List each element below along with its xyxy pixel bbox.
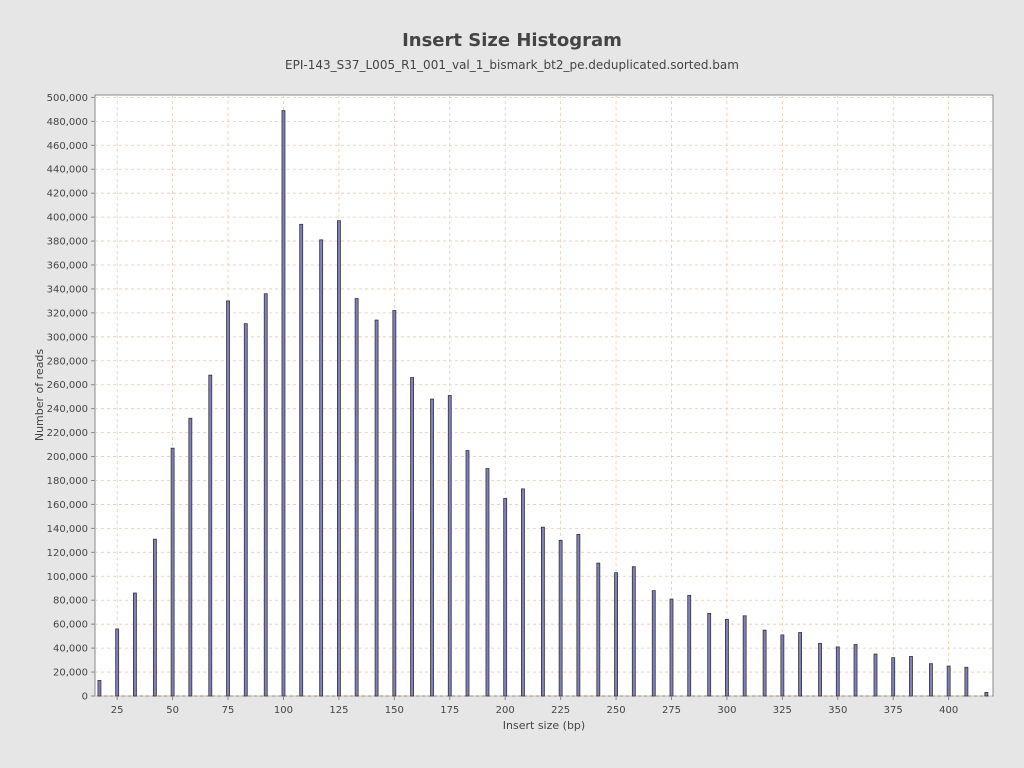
y-tick-label: 160,000 xyxy=(47,500,88,511)
histogram-bar xyxy=(447,395,452,697)
histogram-bar xyxy=(337,220,341,697)
x-tick-label: 350 xyxy=(828,705,847,716)
x-tick-label: 125 xyxy=(329,705,348,716)
y-tick-label: 20,000 xyxy=(53,668,88,679)
histogram-bar xyxy=(133,592,137,697)
histogram-bar xyxy=(687,595,692,697)
x-tick-label: 225 xyxy=(551,705,570,716)
histogram-bar xyxy=(243,323,248,697)
y-tick-label: 120,000 xyxy=(47,548,88,559)
axes: 25 50 75 100 125 150 175 200 225 250 275 300 325 350 3… xyxy=(47,93,959,716)
y-tick-label: 360,000 xyxy=(47,261,88,272)
histogram-bar xyxy=(354,298,359,697)
histogram-bar xyxy=(188,417,193,697)
histogram-bar xyxy=(780,634,785,697)
histogram-bar xyxy=(596,562,601,697)
histogram-bar xyxy=(503,498,508,697)
y-tick-label: 500,000 xyxy=(47,93,88,104)
histogram-bar xyxy=(669,598,674,697)
bars xyxy=(97,110,989,697)
histogram-bar xyxy=(485,468,490,697)
histogram-bar xyxy=(614,572,618,697)
y-tick-label: 280,000 xyxy=(47,356,88,367)
y-tick-label: 480,000 xyxy=(47,117,88,128)
x-tick-label: 325 xyxy=(773,705,792,716)
y-tick-label: 140,000 xyxy=(47,524,88,535)
histogram-bar xyxy=(707,612,712,697)
histogram-bar xyxy=(762,629,767,697)
histogram-bar xyxy=(521,488,525,697)
y-tick-label: 200,000 xyxy=(47,452,88,463)
chart-subtitle: EPI-143_S37_L005_R1_001_val_1_bismark_bt… xyxy=(285,58,739,72)
y-tick-label: 180,000 xyxy=(47,476,88,487)
y-tick-label: 460,000 xyxy=(47,141,88,152)
histogram-bar xyxy=(319,239,324,697)
histogram-bar xyxy=(725,618,729,697)
histogram-bar xyxy=(263,293,268,697)
histogram-bar xyxy=(299,223,304,697)
histogram-bar xyxy=(835,646,840,697)
histogram-bar xyxy=(891,657,896,697)
x-axis-label: Insert size (bp) xyxy=(503,719,585,732)
y-tick-label: 80,000 xyxy=(53,596,88,607)
y-tick-label: 300,000 xyxy=(47,332,88,343)
x-tick-label: 375 xyxy=(884,705,903,716)
histogram-bar xyxy=(558,539,563,697)
x-tick-label: 200 xyxy=(496,705,515,716)
histogram-bar xyxy=(818,642,822,697)
histogram-bar xyxy=(946,665,951,697)
x-tick-label: 100 xyxy=(274,705,293,716)
histogram-bar xyxy=(964,666,969,697)
x-tick-label: 175 xyxy=(440,705,459,716)
histogram-bar xyxy=(97,680,102,697)
x-tick-label: 250 xyxy=(607,705,626,716)
y-tick-label: 240,000 xyxy=(47,404,88,415)
histogram-bar xyxy=(392,310,397,697)
x-tick-label: 25 xyxy=(111,705,124,716)
histogram-bar xyxy=(465,450,470,697)
histogram-bar xyxy=(909,656,913,697)
histogram-bar xyxy=(873,653,878,697)
histogram-bar xyxy=(281,110,286,697)
histogram-bar xyxy=(540,526,545,697)
y-tick-label: 380,000 xyxy=(47,237,88,248)
histogram-bar xyxy=(798,632,802,697)
y-tick-label: 60,000 xyxy=(53,620,88,631)
histogram-bar xyxy=(576,533,581,697)
histogram-bar xyxy=(410,377,414,697)
x-tick-label: 50 xyxy=(166,705,179,716)
histogram-bar xyxy=(984,692,989,697)
y-tick-label: 420,000 xyxy=(47,189,88,200)
histogram-bar xyxy=(374,319,379,697)
histogram-bar xyxy=(226,300,230,697)
histogram-bar xyxy=(115,628,120,697)
x-tick-label: 150 xyxy=(385,705,404,716)
y-tick-label: 260,000 xyxy=(47,380,88,391)
histogram-bar xyxy=(430,398,434,697)
x-tick-label: 400 xyxy=(939,705,958,716)
y-tick-label: 0 xyxy=(82,692,88,703)
x-tick-label: 300 xyxy=(717,705,736,716)
y-tick-label: 440,000 xyxy=(47,165,88,176)
histogram-bar xyxy=(152,538,157,697)
x-tick-label: 275 xyxy=(662,705,681,716)
chart-title: Insert Size Histogram xyxy=(402,30,622,51)
y-tick-label: 40,000 xyxy=(53,644,88,655)
y-tick-label: 220,000 xyxy=(47,428,88,439)
y-tick-label: 320,000 xyxy=(47,308,88,319)
y-axis-label: Number of reads xyxy=(33,349,46,442)
histogram-bar xyxy=(170,447,175,697)
histogram-bar xyxy=(208,374,213,697)
histogram-bar xyxy=(929,663,933,697)
histogram-bar xyxy=(742,615,747,697)
y-tick-label: 340,000 xyxy=(47,284,88,295)
x-tick-label: 75 xyxy=(222,705,235,716)
y-tick-label: 100,000 xyxy=(47,572,88,583)
histogram-bar xyxy=(631,566,636,697)
histogram-bar xyxy=(651,590,656,697)
histogram-bar xyxy=(853,644,858,697)
y-tick-label: 400,000 xyxy=(47,213,88,224)
